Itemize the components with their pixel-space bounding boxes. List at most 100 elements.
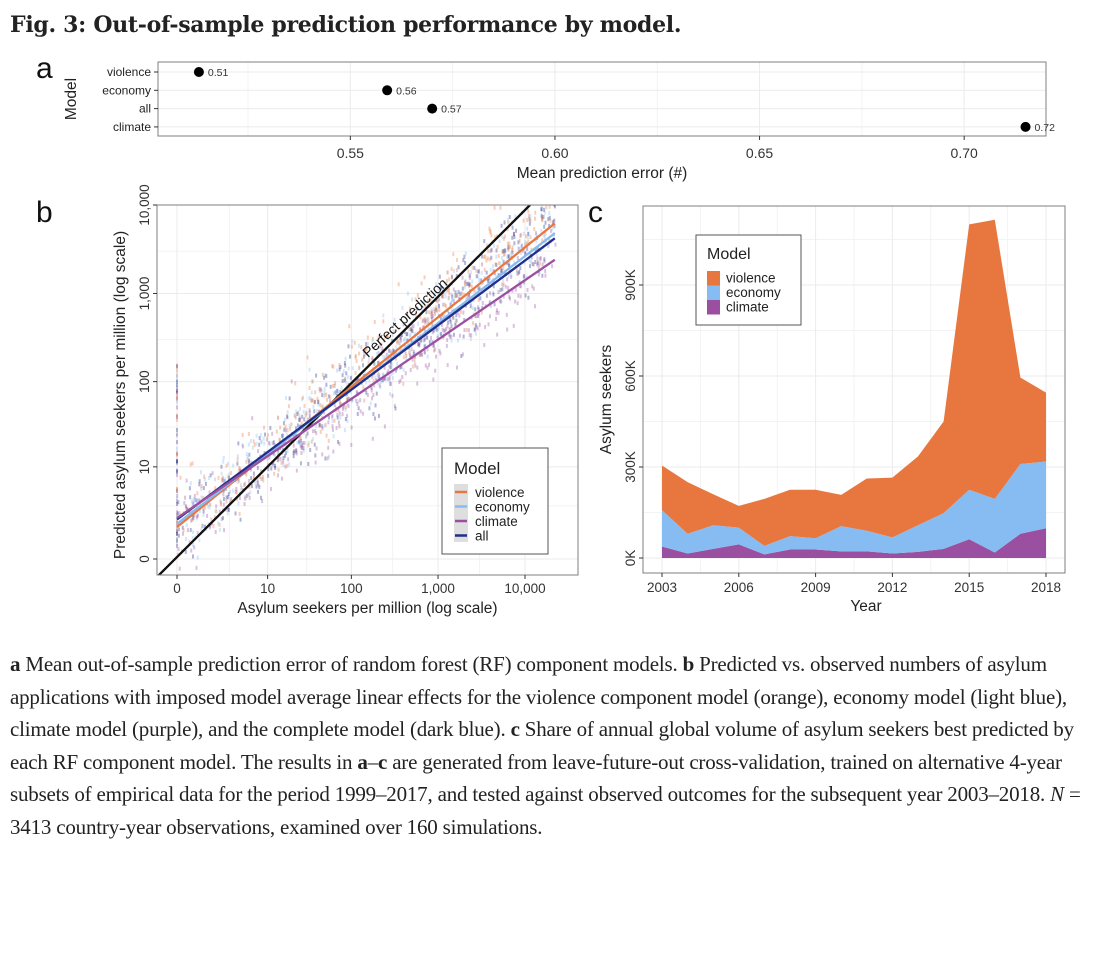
scatter-point: [360, 345, 363, 350]
scatter-point: [190, 548, 193, 553]
scatter-point: [477, 297, 480, 302]
scatter-point: [508, 263, 511, 268]
scatter-point: [438, 274, 441, 279]
scatter-point: [416, 293, 419, 298]
scatter-point: [176, 364, 178, 369]
scatter-point: [184, 504, 187, 509]
scatter-point: [394, 356, 397, 361]
scatter-point: [306, 355, 309, 360]
scatter-point: [302, 448, 305, 453]
scatter-point: [240, 485, 243, 490]
scatter-point: [220, 500, 223, 505]
scatter-point: [474, 314, 477, 319]
scatter-point: [528, 217, 531, 222]
scatter-point: [397, 340, 400, 345]
scatter-point: [503, 252, 506, 257]
scatter-point: [502, 259, 505, 264]
scatter-point: [267, 433, 270, 438]
scatter-point: [221, 477, 224, 482]
scatter-point: [462, 310, 465, 315]
scatter-point: [495, 310, 498, 315]
scatter-point: [259, 439, 262, 444]
legend-label: violence: [475, 485, 525, 500]
scatter-point: [227, 495, 230, 500]
scatter-point: [316, 396, 319, 401]
scatter-point: [298, 418, 301, 423]
scatter-point: [433, 311, 436, 316]
scatter-point: [531, 261, 534, 266]
scatter-point: [372, 412, 375, 417]
scatter-point: [500, 256, 503, 261]
scatter-point: [507, 246, 510, 251]
scatter-point: [249, 467, 252, 472]
scatter-point: [252, 471, 255, 476]
scatter-point: [523, 273, 526, 278]
scatter-point: [542, 233, 545, 238]
scatter-point: [391, 332, 394, 337]
scatter-point: [349, 376, 352, 381]
scatter-point: [351, 339, 354, 344]
legend-title: Model: [454, 459, 500, 478]
scatter-point: [446, 270, 449, 275]
scatter-point: [203, 474, 206, 479]
scatter-point: [464, 282, 467, 287]
scatter-point: [521, 248, 524, 253]
scatter-point: [272, 461, 275, 466]
scatter-point: [494, 262, 497, 267]
scatter-point: [183, 500, 186, 505]
scatter-point: [383, 377, 386, 382]
scatter-point: [357, 376, 360, 381]
scatter-point: [252, 439, 255, 444]
scatter-point: [304, 434, 307, 439]
scatter-point: [474, 307, 477, 312]
scatter-point: [499, 205, 502, 210]
scatter-point: [258, 436, 261, 441]
scatter-point: [321, 372, 324, 377]
scatter-point: [444, 294, 447, 299]
scatter-point: [432, 343, 435, 348]
scatter-point: [190, 499, 193, 504]
scatter-point: [411, 323, 414, 328]
scatter-point: [202, 523, 205, 528]
scatter-point: [507, 285, 510, 290]
scatter-point: [517, 246, 520, 251]
scatter-point: [477, 307, 480, 312]
scatter-point: [439, 351, 442, 356]
scatter-point: [534, 216, 537, 221]
scatter-point: [438, 287, 441, 292]
scatter-point: [273, 471, 276, 476]
scatter-point: [462, 258, 465, 263]
scatter-point: [524, 234, 527, 239]
scatter-point: [192, 514, 195, 519]
scatter-point: [451, 314, 454, 319]
scatter-point: [381, 362, 384, 367]
scatter-point: [266, 437, 269, 442]
data-point: [382, 85, 393, 96]
scatter-point: [554, 242, 557, 247]
scatter-point: [289, 426, 292, 431]
legend-label: all: [475, 529, 489, 544]
scatter-point: [390, 338, 393, 343]
scatter-point: [501, 282, 504, 287]
scatter-point: [176, 433, 178, 438]
scatter-point: [445, 278, 448, 283]
scatter-point: [544, 268, 547, 273]
scatter-point: [399, 365, 402, 370]
scatter-point: [295, 409, 298, 414]
scatter-point: [455, 365, 458, 370]
scatter-point: [477, 314, 480, 319]
scatter-point: [430, 307, 433, 312]
scatter-point: [277, 473, 280, 478]
scatter-point: [446, 324, 449, 329]
scatter-point: [329, 384, 332, 389]
scatter-point: [214, 477, 217, 482]
scatter-point: [385, 334, 388, 339]
scatter-point: [405, 353, 408, 358]
scatter-point: [214, 486, 217, 491]
scatter-point: [465, 297, 468, 302]
scatter-point: [295, 468, 298, 473]
scatter-point: [251, 445, 254, 450]
scatter-point: [206, 504, 209, 509]
scatter-point: [277, 467, 280, 472]
scatter-point: [320, 388, 323, 393]
